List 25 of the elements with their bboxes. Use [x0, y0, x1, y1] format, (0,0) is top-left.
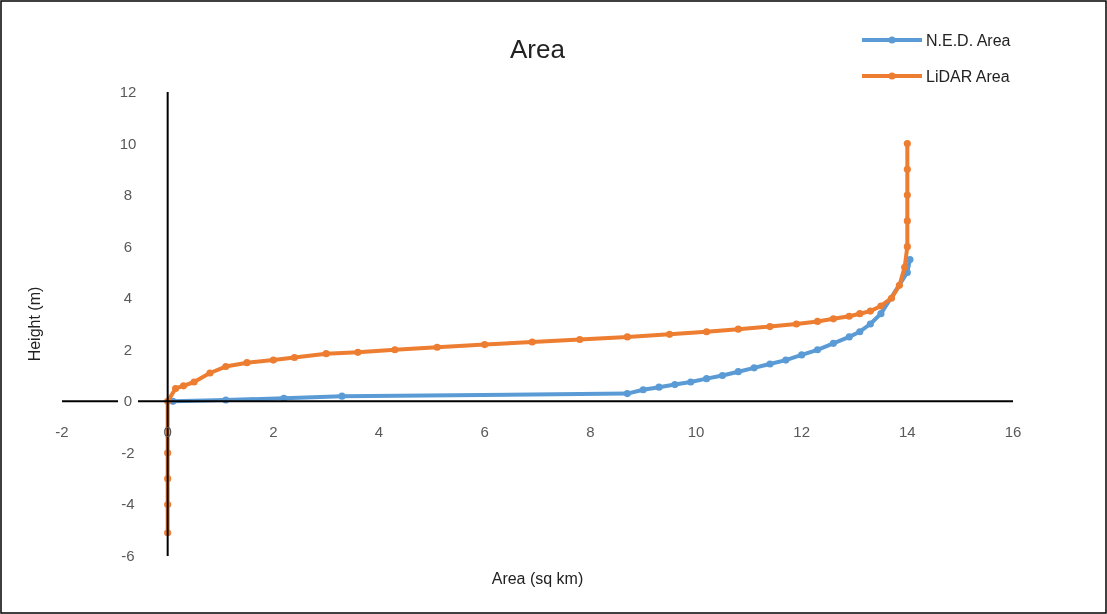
x-axis-title: Area (sq km) [491, 570, 584, 587]
y-tick-label: 12 [119, 83, 137, 100]
x-tick-label: 4 [374, 423, 384, 441]
x-tick-label: 2 [269, 423, 278, 441]
y-tick-label: 0 [123, 392, 133, 410]
legend-label: LiDAR Area [926, 68, 1010, 85]
y-tick-label: 8 [123, 186, 133, 204]
x-tick-label: 6 [480, 423, 489, 441]
y-tick-label: 6 [123, 237, 133, 255]
y-tick-label: -2 [121, 443, 135, 461]
x-tick-label: 8 [586, 423, 595, 441]
legend-label: N.E.D. Area [926, 32, 1011, 49]
x-tick-label: 14 [898, 423, 916, 441]
y-tick-label: 2 [123, 340, 133, 358]
y-tick-label: 4 [123, 289, 133, 307]
x-tick-label: 0 [163, 423, 172, 441]
x-tick-label: 12 [793, 423, 811, 441]
x-tick-label: -2 [55, 423, 69, 441]
x-tick-label: 10 [687, 423, 705, 441]
chart-title: Area [510, 34, 566, 64]
y-axis-title: Height (m) [26, 286, 43, 362]
y-tick-label: -6 [121, 547, 135, 564]
y-tick-label: 10 [119, 134, 137, 152]
x-tick-label: 16 [1004, 423, 1022, 441]
y-tick-label: -4 [121, 495, 135, 513]
